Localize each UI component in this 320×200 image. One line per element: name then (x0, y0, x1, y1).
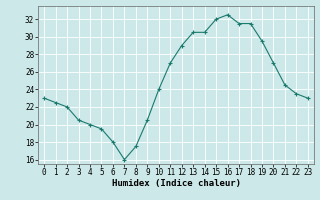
X-axis label: Humidex (Indice chaleur): Humidex (Indice chaleur) (111, 179, 241, 188)
